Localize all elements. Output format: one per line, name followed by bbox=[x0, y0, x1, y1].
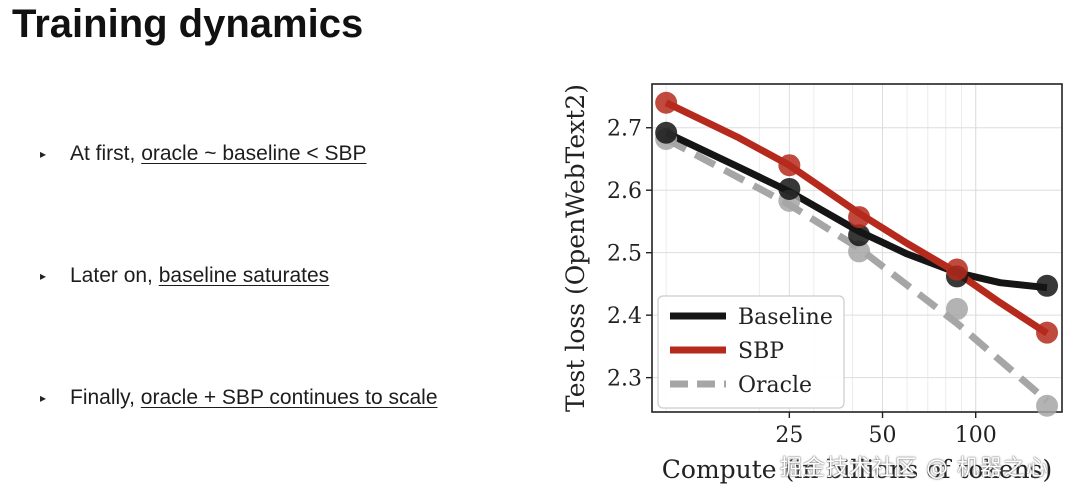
bullet-lead-text: At first, bbox=[70, 142, 142, 165]
legend-label: SBP bbox=[738, 339, 784, 364]
series-line-sbp bbox=[664, 99, 1049, 337]
bullet-link[interactable]: oracle + SBP continues to scale bbox=[140, 386, 438, 409]
bullet-link[interactable]: oracle ~ baseline < SBP bbox=[141, 142, 367, 165]
y-tick-label: 2.3 bbox=[607, 367, 642, 392]
watermark: 掘金技术社区 @ 机器之心 bbox=[780, 456, 1049, 481]
slide-title: Training dynamics bbox=[12, 2, 364, 46]
bullet-lead-text: Later on, bbox=[70, 264, 159, 287]
data-point-sbp bbox=[1036, 321, 1059, 344]
data-point-sbp bbox=[848, 206, 871, 229]
y-tick-label: 2.5 bbox=[607, 242, 642, 267]
x-axis-label: Compute (in billions of tokens) bbox=[662, 455, 1052, 484]
chart-legend: Baseline SBP Oracle bbox=[657, 295, 845, 409]
legend-box bbox=[657, 295, 845, 409]
series-line-oracle bbox=[664, 135, 1050, 404]
data-point-oracle bbox=[945, 297, 968, 320]
bullet-item: ▸ Finally, oracle + SBP continues to sca… bbox=[40, 386, 438, 410]
bullet-lead-text: Finally, bbox=[70, 386, 141, 409]
bullet-item: ▸ At first, oracle ~ baseline < SBP bbox=[40, 142, 367, 166]
data-point-oracle bbox=[848, 240, 871, 263]
x-tick-label: 100 bbox=[955, 423, 997, 448]
data-point-sbp bbox=[778, 154, 801, 177]
data-point-sbp bbox=[655, 91, 678, 114]
data-point-sbp bbox=[945, 258, 968, 281]
x-tick-label: 50 bbox=[869, 423, 897, 448]
x-tick-label: 25 bbox=[775, 423, 803, 448]
loss-chart: 2.3 2.4 2.5 2.6 2.7 25 50 100 Baseline SBP Oracle… bbox=[561, 83, 1063, 484]
series-layer bbox=[655, 91, 1059, 417]
bullet-marker-icon: ▸ bbox=[40, 391, 47, 405]
axis-ticks: 2.3 2.4 2.5 2.6 2.7 25 50 100 bbox=[607, 117, 997, 448]
series-line-baseline bbox=[664, 129, 1048, 292]
data-point-oracle bbox=[1036, 394, 1059, 417]
y-tick-label: 2.7 bbox=[607, 117, 642, 142]
bullet-marker-icon: ▸ bbox=[40, 147, 47, 161]
bullet-list: ▸ At first, oracle ~ baseline < SBP ▸ La… bbox=[40, 0, 540, 495]
data-point-baseline bbox=[848, 224, 871, 247]
y-tick-label: 2.6 bbox=[607, 179, 642, 204]
data-point-baseline bbox=[655, 121, 678, 144]
data-point-baseline bbox=[1036, 274, 1059, 297]
data-point-baseline bbox=[778, 177, 801, 200]
legend-label: Baseline bbox=[738, 305, 833, 330]
plot-frame bbox=[651, 83, 1063, 413]
y-axis-label: Test loss (OpenWebText2) bbox=[561, 84, 590, 412]
legend-label: Oracle bbox=[738, 373, 812, 398]
bullet-link[interactable]: baseline saturates bbox=[158, 264, 330, 287]
y-tick-label: 2.4 bbox=[607, 304, 642, 329]
bullet-marker-icon: ▸ bbox=[40, 269, 47, 283]
bullet-item: ▸ Later on, baseline saturates bbox=[40, 264, 329, 288]
